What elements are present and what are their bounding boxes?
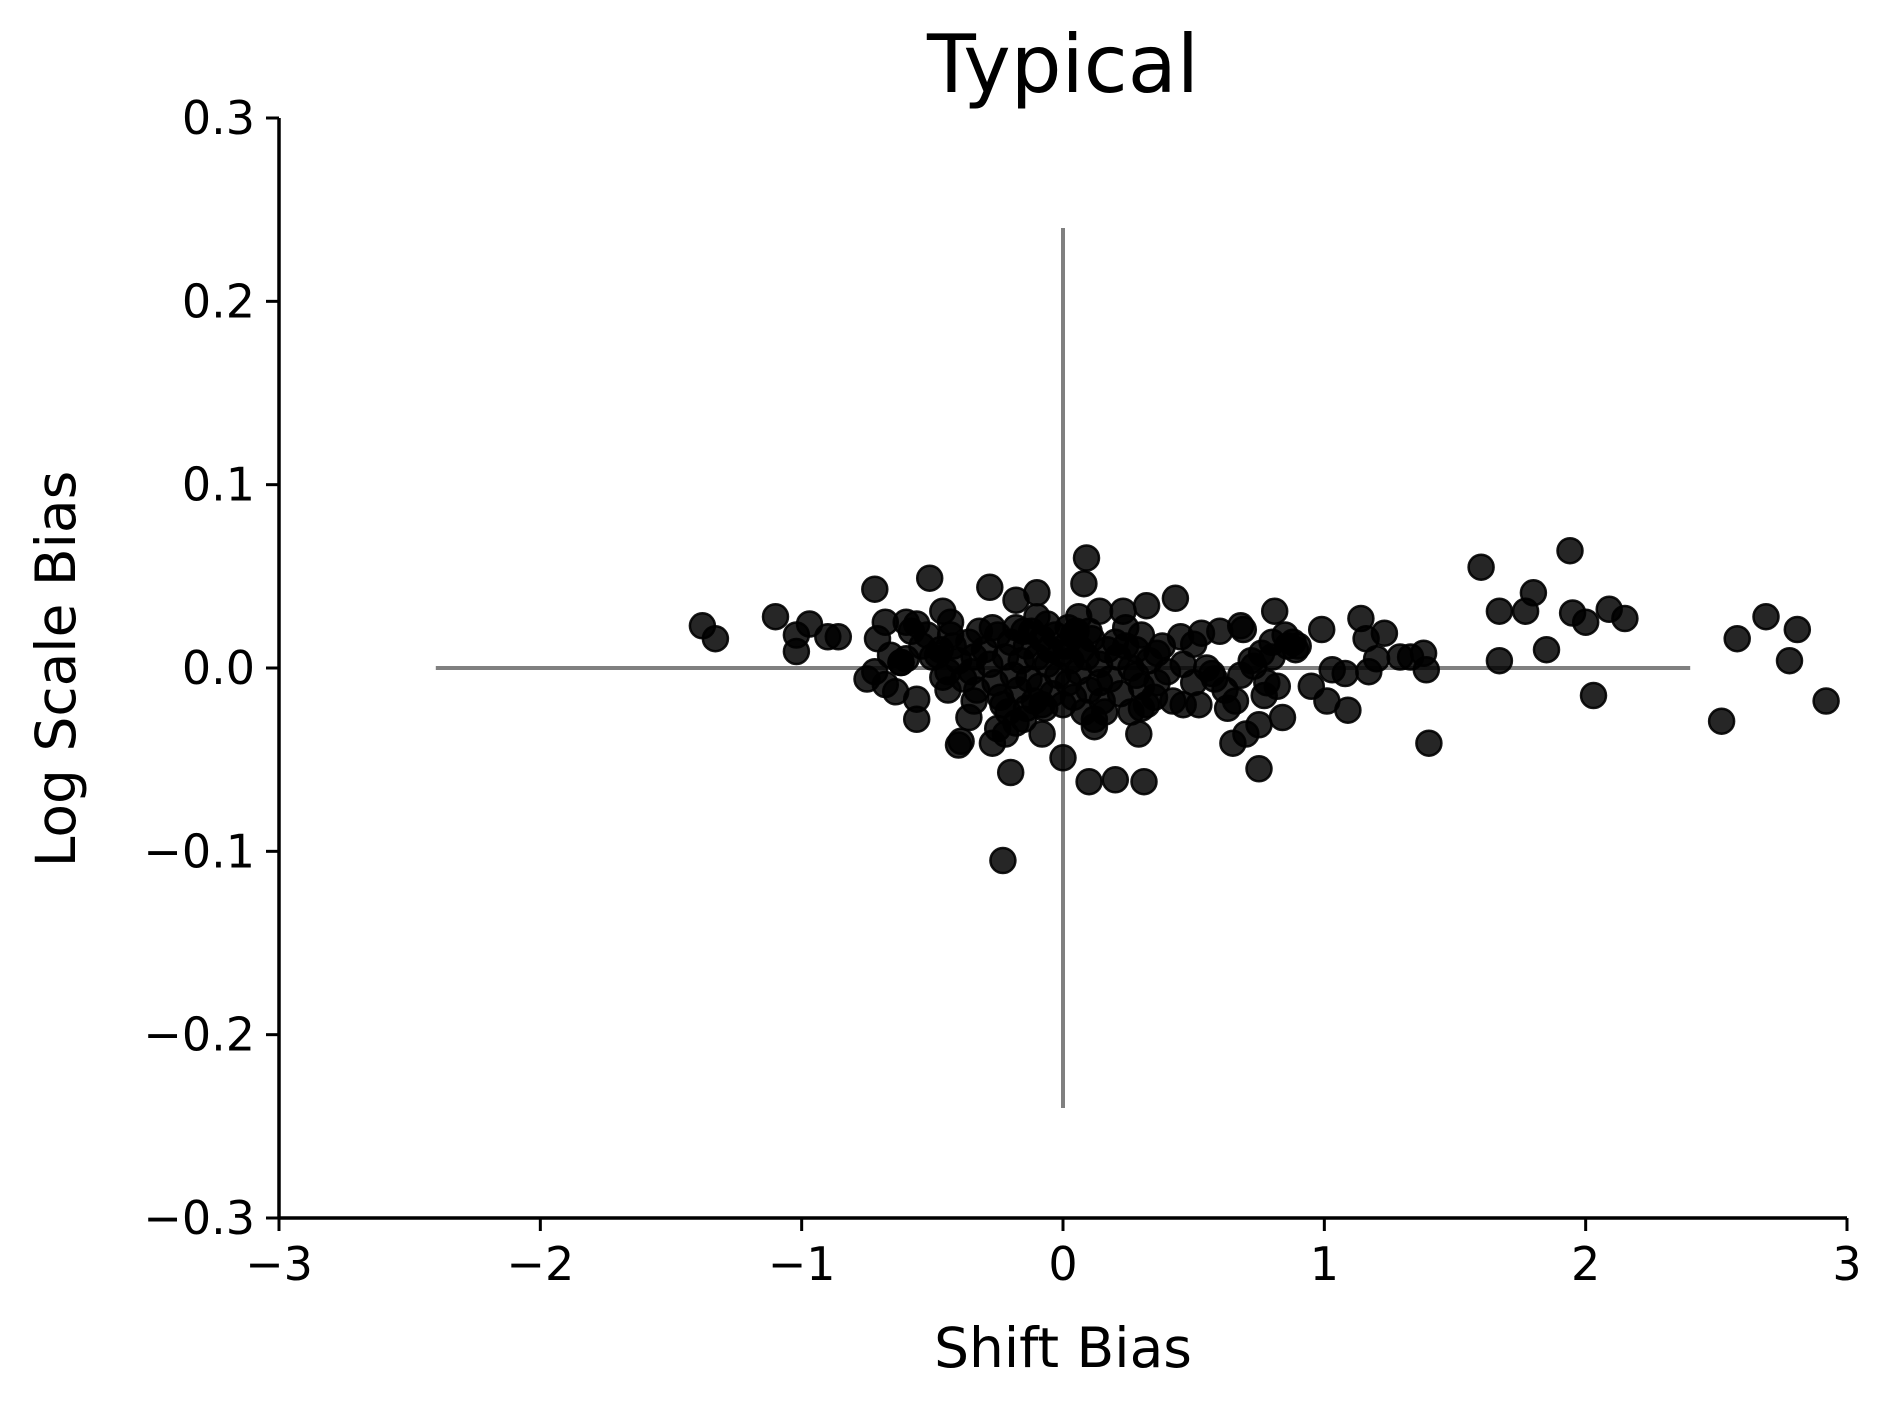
data-point-45 (1075, 767, 1103, 796)
data-point-14 (915, 564, 944, 592)
data-point-214 (1085, 668, 1114, 697)
data-point-42 (1049, 744, 1077, 772)
data-point-211 (1028, 690, 1056, 719)
data-point-103 (1579, 681, 1608, 710)
data-point-95 (1485, 597, 1514, 625)
data-point-207 (908, 632, 936, 660)
chart-title: Typical (926, 18, 1199, 111)
x-tick-label: −2 (506, 1237, 574, 1291)
x-tick-label: 2 (1571, 1237, 1600, 1291)
data-point-200 (1253, 668, 1281, 697)
x-tick-label: 1 (1310, 1237, 1339, 1291)
data-point-107 (1723, 624, 1751, 653)
data-point-47 (1101, 766, 1130, 794)
data-point-44 (1072, 544, 1101, 572)
data-point-100 (1556, 536, 1584, 565)
data-point-105 (1611, 604, 1639, 633)
data-points (688, 536, 1840, 875)
x-tick-label: −1 (768, 1237, 836, 1291)
data-point-70 (1245, 755, 1273, 783)
data-point-2 (761, 602, 790, 631)
y-tick-label: −0.3 (143, 1191, 255, 1245)
data-point-186 (1091, 698, 1119, 726)
data-point-196 (1221, 687, 1250, 715)
data-point-34 (976, 573, 1004, 602)
data-point-69 (1245, 711, 1273, 739)
data-point-25 (902, 705, 931, 734)
y-tick-label: −0.2 (143, 1008, 255, 1062)
data-point-215 (1104, 643, 1132, 671)
data-point-96 (1485, 646, 1514, 675)
data-point-1 (701, 624, 730, 653)
data-point-50 (1132, 591, 1161, 620)
data-point-109 (1775, 646, 1804, 675)
data-point-102 (1571, 608, 1600, 636)
data-point-205 (887, 648, 915, 677)
y-axis-title: Log Scale Bias (24, 471, 88, 868)
data-point-210 (1010, 617, 1038, 646)
data-point-88 (1370, 619, 1399, 647)
y-tick-label: 0.3 (182, 91, 255, 145)
data-point-4 (782, 637, 811, 666)
data-point-209 (989, 690, 1017, 719)
data-point-55 (1161, 584, 1190, 613)
data-point-111 (1812, 687, 1840, 715)
data-point-66 (1229, 615, 1258, 644)
y-tick-label: 0.0 (182, 641, 255, 695)
data-point-87 (1362, 645, 1391, 673)
data-point-106 (1707, 707, 1736, 735)
y-tick-label: −0.1 (143, 824, 255, 878)
x-tick-label: 3 (1832, 1237, 1861, 1291)
data-point-108 (1752, 602, 1780, 631)
data-point-204 (1284, 632, 1312, 660)
data-point-93 (1415, 729, 1443, 757)
data-point-99 (1532, 635, 1561, 664)
y-tick-label: 0.2 (182, 274, 255, 328)
data-point-110 (1783, 615, 1812, 644)
data-point-83 (1334, 696, 1362, 724)
y-tick-label: 0.1 (182, 458, 255, 512)
data-point-73 (1260, 597, 1289, 625)
data-point-51 (1130, 767, 1158, 796)
data-point-79 (1307, 615, 1336, 644)
data-point-94 (1467, 553, 1495, 581)
data-point-7 (824, 623, 853, 651)
data-point-43 (1070, 569, 1098, 598)
x-tick-label: 0 (1048, 1237, 1077, 1291)
data-point-37 (989, 846, 1017, 875)
data-point-38 (996, 758, 1025, 787)
data-point-40 (1023, 579, 1051, 607)
data-point-166 (1159, 687, 1187, 715)
data-point-216 (1122, 661, 1150, 690)
data-point-189 (1132, 690, 1161, 719)
ticks: −3 −2 −1 0 1 2 3 0.3 0.2 0.1 0.0 −0.1 −0.2 −0.3 (143, 91, 1861, 1291)
data-point-208 (978, 613, 1007, 642)
data-point-82 (1331, 659, 1359, 688)
x-tick-label: −3 (245, 1237, 313, 1291)
data-point-190 (1143, 639, 1171, 668)
data-point-98 (1519, 579, 1548, 607)
data-point-213 (1075, 617, 1103, 646)
data-point-8 (861, 575, 889, 603)
data-point-75 (1268, 703, 1297, 732)
x-axis-title: Shift Bias (934, 1316, 1192, 1380)
data-point-92 (1412, 656, 1441, 684)
data-point-31 (947, 727, 975, 756)
